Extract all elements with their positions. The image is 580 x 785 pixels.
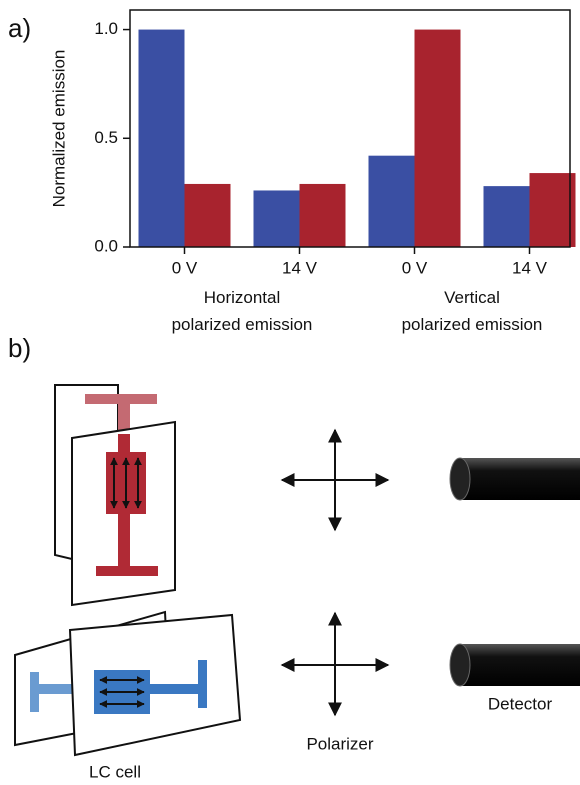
x-tick-label: 0 V	[402, 258, 428, 277]
detector-bottom	[449, 643, 580, 687]
detector-top	[449, 457, 580, 501]
bar	[253, 190, 300, 247]
x-tick-label: 14 V	[512, 258, 548, 277]
bar	[138, 29, 185, 248]
bar	[299, 183, 346, 247]
bar	[368, 155, 415, 247]
x-tick-label: 0 V	[172, 258, 198, 277]
y-axis-label: Normalized emission	[49, 50, 68, 208]
bar	[414, 29, 461, 248]
polarizer-label: Polarizer	[306, 734, 373, 753]
detector-label: Detector	[488, 694, 553, 713]
group-label: Horizontal polarized emission	[172, 288, 313, 334]
y-tick-label: 0.5	[94, 128, 118, 147]
bar	[184, 183, 231, 247]
y-tick-label: 0.0	[94, 236, 118, 255]
bar	[483, 186, 530, 247]
y-tick-label: 1.0	[94, 19, 118, 38]
polarizer-top	[280, 428, 390, 532]
lc-cell-label: LC cell	[89, 762, 141, 781]
lc-cell-bottom	[14, 610, 242, 757]
axes-frame	[129, 9, 571, 248]
panel-label: a)	[8, 13, 31, 43]
bar	[529, 173, 576, 247]
group-label: Vertical polarized emission	[402, 288, 543, 334]
x-tick-label: 14 V	[282, 258, 318, 277]
panel-label: b)	[8, 333, 31, 363]
bar-chart: Normalized emission 0.0 0.5 1.0 0 V 14 V 0 V 14…	[49, 9, 576, 334]
polarizer-bottom	[280, 611, 390, 717]
lc-cell-top	[54, 384, 176, 607]
